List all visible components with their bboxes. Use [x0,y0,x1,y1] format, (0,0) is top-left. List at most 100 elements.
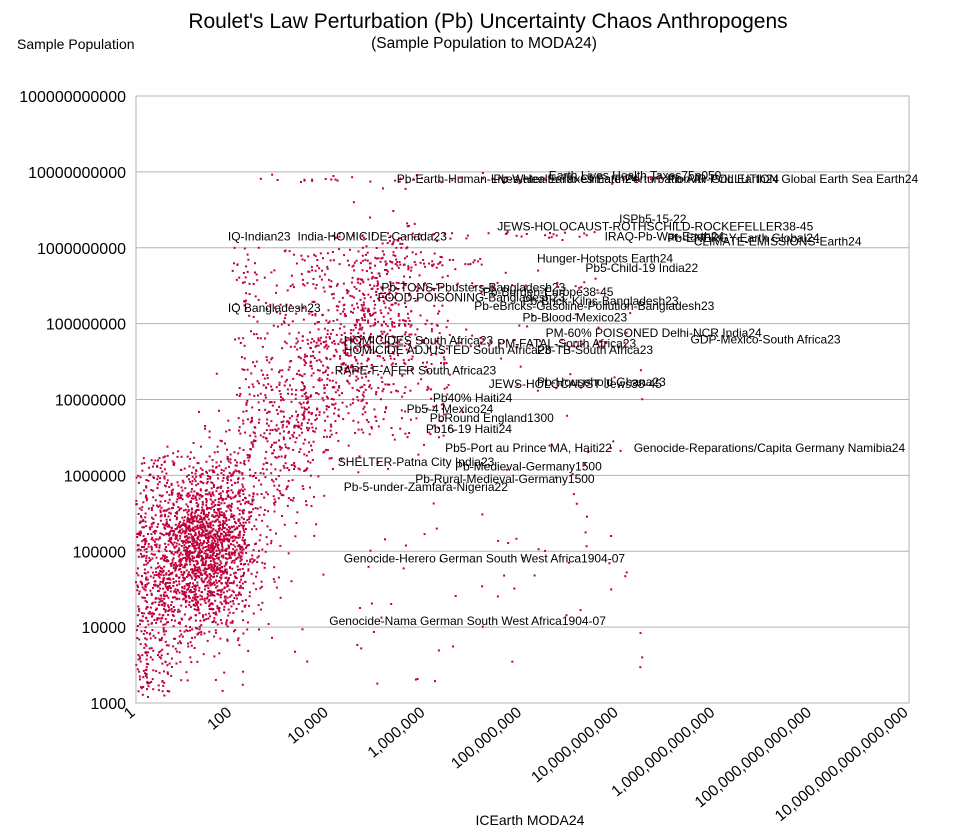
data-point [172,504,175,507]
data-point [223,608,226,611]
data-point [209,521,212,524]
data-point [303,259,306,262]
data-point [223,537,226,540]
data-point [166,652,169,655]
data-point [175,573,178,576]
data-point [279,303,282,306]
data-point [611,182,614,185]
data-point [418,274,421,277]
data-point [315,359,318,362]
data-point [659,174,662,177]
data-point [271,429,274,431]
data-point [250,572,253,575]
data-point [251,406,254,409]
data-point [247,649,250,652]
data-point [220,622,223,625]
data-point [516,383,519,386]
annotation-label: IQ-Indian23 [228,230,291,244]
data-point [143,568,146,571]
data-point [244,502,246,505]
data-point [257,394,259,397]
data-point [197,462,200,465]
data-point [184,508,187,511]
data-point [248,454,251,457]
data-point [221,498,224,501]
data-point [287,447,290,450]
data-point [308,441,311,444]
data-point [380,257,383,260]
data-point [369,296,372,299]
data-point [186,553,188,556]
data-point [341,392,343,395]
data-point [385,323,387,326]
data-point [184,553,187,556]
data-point [362,345,365,348]
data-point [188,601,191,604]
data-point [301,431,303,434]
data-point [139,657,141,660]
data-point [323,327,326,330]
data-point [356,320,358,323]
data-point [179,629,182,632]
data-point [215,549,218,552]
data-point [212,566,215,569]
data-point [216,572,219,575]
data-point [204,602,207,604]
data-point [234,494,237,497]
data-point [213,546,216,549]
data-point [329,423,332,426]
data-point [300,424,303,427]
data-point [186,588,189,591]
data-point [237,481,239,484]
data-point [185,503,188,506]
data-point [488,344,491,347]
data-point [256,571,259,574]
data-point [238,591,241,594]
data-point [347,337,350,340]
data-point [605,341,608,344]
data-point [197,609,200,612]
data-point [388,297,391,299]
data-point [248,293,251,295]
data-point [229,461,232,464]
data-point [357,428,360,431]
data-point [136,668,139,671]
data-point [194,532,197,535]
data-point [198,628,201,631]
data-point [184,599,187,602]
data-point [145,551,148,554]
data-point [278,371,280,374]
annotation-label: Pb-Household Ghana23 [537,375,666,389]
data-point [209,560,212,563]
data-point [220,468,223,471]
data-point [135,476,138,479]
data-point [278,490,281,492]
data-point [345,347,348,350]
data-point [368,338,371,341]
data-point [365,402,368,405]
data-point [252,498,255,501]
data-point [227,608,230,611]
data-point [382,388,385,391]
data-point [318,267,321,270]
data-point [215,555,218,557]
data-point [150,507,153,509]
data-point [479,337,482,339]
data-point [191,522,194,525]
data-point [550,236,553,239]
data-point [146,654,149,657]
data-point [166,481,168,484]
data-point [367,421,370,423]
data-point [374,350,377,353]
data-point [161,567,164,570]
data-point [298,434,301,437]
data-point [224,532,227,535]
data-point [411,355,414,358]
data-point [345,289,348,292]
data-point [219,570,222,573]
data-point [323,411,326,414]
data-point [182,598,185,601]
data-point [204,533,207,536]
data-point [236,584,239,587]
data-point [257,421,260,424]
